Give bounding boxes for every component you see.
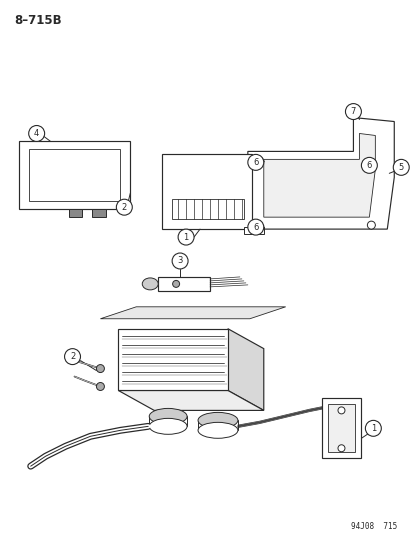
Polygon shape	[118, 391, 263, 410]
Circle shape	[366, 221, 375, 229]
Circle shape	[96, 383, 104, 391]
Polygon shape	[100, 307, 285, 319]
Circle shape	[172, 253, 188, 269]
Circle shape	[361, 157, 376, 173]
Circle shape	[64, 349, 80, 365]
Polygon shape	[69, 209, 82, 217]
Circle shape	[247, 155, 263, 171]
Circle shape	[392, 159, 408, 175]
Text: 6: 6	[366, 161, 371, 170]
Polygon shape	[327, 405, 355, 452]
Polygon shape	[162, 155, 251, 229]
Text: 6: 6	[252, 223, 258, 232]
Polygon shape	[172, 199, 243, 219]
Ellipse shape	[142, 278, 158, 290]
Circle shape	[344, 103, 361, 119]
Polygon shape	[228, 329, 263, 410]
Text: 2: 2	[121, 203, 127, 212]
Text: 5: 5	[398, 163, 403, 172]
Ellipse shape	[149, 418, 187, 434]
Text: 4: 4	[34, 129, 39, 138]
Circle shape	[255, 157, 263, 165]
Circle shape	[96, 365, 104, 373]
Text: 3: 3	[177, 256, 183, 265]
Text: 1: 1	[370, 424, 375, 433]
Circle shape	[116, 199, 132, 215]
Polygon shape	[263, 133, 375, 217]
Polygon shape	[28, 149, 120, 201]
Circle shape	[365, 161, 373, 169]
Circle shape	[337, 445, 344, 452]
Circle shape	[178, 229, 194, 245]
Polygon shape	[118, 329, 228, 391]
Circle shape	[28, 125, 45, 141]
Circle shape	[365, 421, 380, 437]
Ellipse shape	[149, 408, 187, 424]
Text: 6: 6	[252, 158, 258, 167]
Ellipse shape	[197, 422, 237, 438]
Polygon shape	[321, 399, 361, 458]
Text: 7: 7	[350, 107, 355, 116]
Ellipse shape	[172, 280, 179, 287]
Text: 8–715B: 8–715B	[15, 14, 62, 27]
Polygon shape	[92, 209, 106, 217]
Polygon shape	[158, 277, 209, 291]
Polygon shape	[247, 118, 393, 229]
Polygon shape	[243, 227, 263, 234]
Circle shape	[247, 219, 263, 235]
Text: 2: 2	[70, 352, 75, 361]
Circle shape	[255, 223, 263, 231]
Polygon shape	[19, 141, 130, 209]
Circle shape	[337, 407, 344, 414]
Text: 94J08  715: 94J08 715	[350, 522, 396, 531]
Text: 1: 1	[183, 232, 188, 241]
Ellipse shape	[197, 413, 237, 429]
